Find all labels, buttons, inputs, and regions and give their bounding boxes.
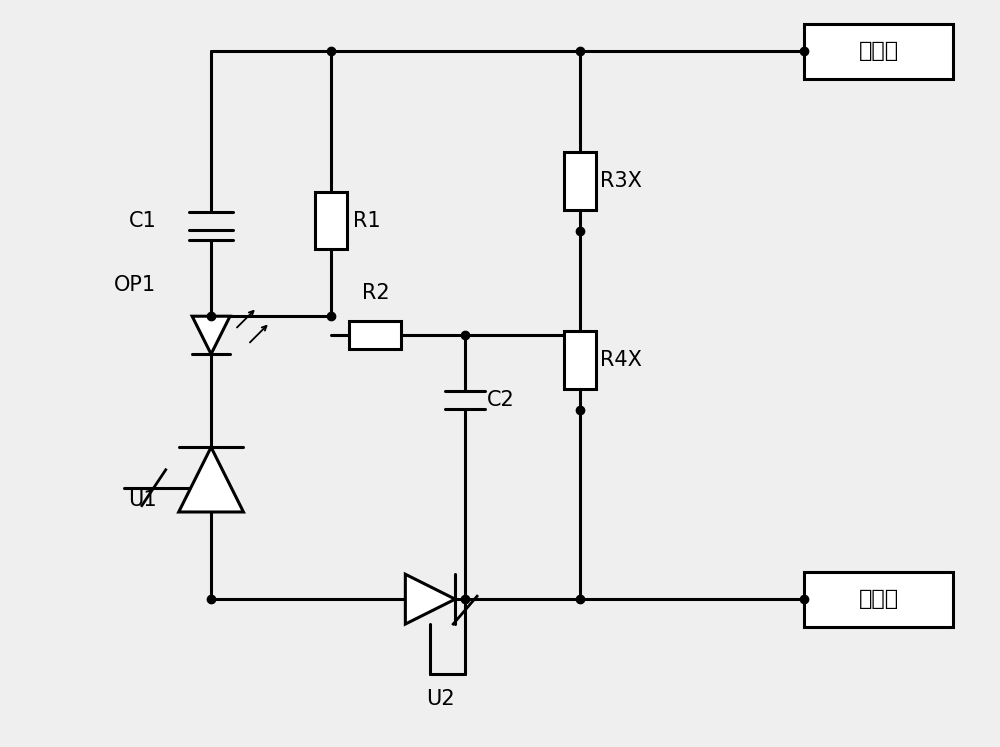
Bar bbox=[804, 571, 953, 627]
Text: C2: C2 bbox=[487, 390, 515, 410]
Text: U1: U1 bbox=[128, 489, 156, 509]
Text: 输出正: 输出正 bbox=[859, 41, 899, 61]
Text: R1: R1 bbox=[353, 211, 380, 231]
Bar bbox=[349, 321, 401, 349]
Text: R2: R2 bbox=[362, 283, 389, 303]
Bar bbox=[804, 24, 953, 78]
Text: R4X: R4X bbox=[600, 350, 642, 370]
Bar bbox=[564, 331, 596, 389]
Text: OP1: OP1 bbox=[114, 276, 156, 295]
Text: R3X: R3X bbox=[600, 171, 642, 190]
Text: 输出地: 输出地 bbox=[859, 589, 899, 609]
Bar bbox=[564, 152, 596, 210]
Bar bbox=[315, 192, 347, 249]
Polygon shape bbox=[192, 316, 230, 354]
Polygon shape bbox=[179, 447, 243, 512]
Polygon shape bbox=[405, 574, 455, 624]
Text: U2: U2 bbox=[426, 689, 455, 709]
Text: C1: C1 bbox=[129, 211, 156, 231]
